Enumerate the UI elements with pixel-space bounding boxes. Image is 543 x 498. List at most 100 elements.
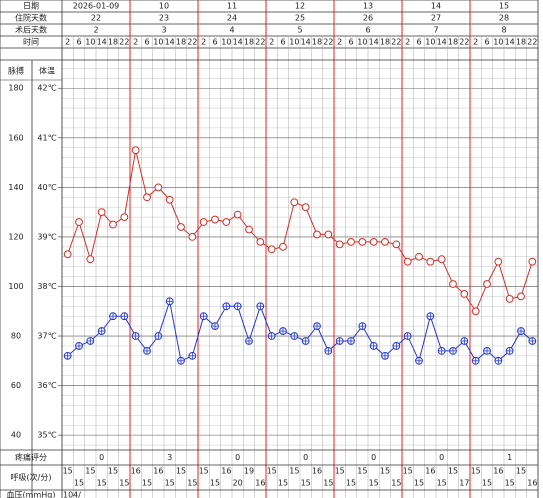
respiration: 15 xyxy=(482,479,492,488)
respiration: 16 xyxy=(131,467,141,476)
time-label: 10 xyxy=(425,38,435,47)
time-label: 18 xyxy=(516,38,526,47)
data-point xyxy=(381,237,389,246)
header-cell: 12 xyxy=(295,2,305,11)
time-label: 10 xyxy=(221,38,231,47)
time-label: 2 xyxy=(337,38,342,47)
data-point xyxy=(109,220,117,229)
pain-score: 0 xyxy=(371,453,376,462)
data-point xyxy=(517,292,525,301)
time-label: 22 xyxy=(391,38,401,47)
header-cell: 3 xyxy=(161,26,166,35)
data-point xyxy=(301,203,310,212)
respiration: 16 xyxy=(493,467,503,476)
respiration: 16 xyxy=(153,467,163,476)
respiration: 15 xyxy=(335,467,345,476)
y2-tick-label: 35℃ xyxy=(37,431,56,440)
y-tick-label: 160 xyxy=(8,133,23,142)
data-point xyxy=(290,198,299,207)
respiration: 15 xyxy=(267,467,277,476)
respiration: 15 xyxy=(187,479,197,488)
respiration: 15 xyxy=(199,467,209,476)
time-label: 6 xyxy=(416,38,421,47)
y-tick-label: 100 xyxy=(8,282,23,291)
respiration: 15 xyxy=(210,479,220,488)
data-point xyxy=(199,218,208,226)
pain-score: 3 xyxy=(167,453,172,462)
header-cell: 5 xyxy=(297,26,302,35)
time-label: 22 xyxy=(255,38,265,47)
y-tick-label: 120 xyxy=(8,232,23,241)
data-point xyxy=(211,215,219,224)
time-label: 18 xyxy=(244,38,254,47)
respiration: 16 xyxy=(255,479,265,488)
y2-tick-label: 36℃ xyxy=(37,381,56,390)
header-cell: 11 xyxy=(227,2,237,11)
data-point xyxy=(415,252,423,261)
respiration: 15 xyxy=(63,467,73,476)
respiration: 15 xyxy=(391,479,401,488)
header-cell: 8 xyxy=(501,26,506,35)
time-label: 14 xyxy=(437,38,447,47)
row-label: 呼吸(次/分) xyxy=(11,472,52,482)
respiration: 15 xyxy=(165,479,175,488)
header-cell: 6 xyxy=(365,26,370,35)
time-label: 10 xyxy=(493,38,503,47)
row-label: 时间 xyxy=(23,37,39,47)
data-point xyxy=(131,146,140,155)
respiration: 15 xyxy=(437,479,447,488)
time-label: 14 xyxy=(301,38,311,47)
time-label: 18 xyxy=(176,38,186,47)
respiration: 15 xyxy=(176,467,186,476)
time-label: 10 xyxy=(153,38,163,47)
y-axis-label: 脉搏 xyxy=(8,66,24,76)
time-label: 22 xyxy=(323,38,333,47)
pain-score: 0 xyxy=(303,453,308,462)
data-point xyxy=(267,245,276,254)
respiration: 15 xyxy=(97,479,107,488)
data-point xyxy=(437,255,446,264)
time-label: 22 xyxy=(527,38,537,47)
time-label: 6 xyxy=(212,38,217,47)
pain-score: 0 xyxy=(235,453,240,462)
time-label: 14 xyxy=(233,38,243,47)
respiration: 17 xyxy=(459,479,469,488)
respiration: 15 xyxy=(414,479,424,488)
data-point xyxy=(449,280,457,288)
header-cell: 13 xyxy=(363,2,373,11)
data-point xyxy=(233,210,242,219)
row-label: 血压(mmHg) xyxy=(7,490,56,498)
y2-tick-label: 40℃ xyxy=(37,183,56,192)
data-point xyxy=(154,183,163,192)
y2-tick-label: 42℃ xyxy=(37,84,56,93)
time-label: 2 xyxy=(65,38,70,47)
data-point xyxy=(143,193,151,202)
data-point xyxy=(358,237,367,246)
header-cell: 23 xyxy=(159,14,169,23)
data-point xyxy=(165,195,174,204)
blood-pressure: 104/ xyxy=(63,491,81,498)
time-label: 14 xyxy=(165,38,175,47)
respiration: 15 xyxy=(357,467,367,476)
time-label: 18 xyxy=(448,38,458,47)
time-label: 22 xyxy=(119,38,129,47)
y2-axis-label: 体温 xyxy=(39,66,55,76)
data-point xyxy=(86,255,95,264)
respiration: 16 xyxy=(312,467,322,476)
pain-score: 0 xyxy=(99,453,104,462)
data-point xyxy=(471,307,480,316)
time-label: 6 xyxy=(484,38,489,47)
time-label: 2 xyxy=(269,38,274,47)
time-label: 2 xyxy=(473,38,478,47)
respiration: 15 xyxy=(403,467,413,476)
respiration: 15 xyxy=(516,467,526,476)
data-point xyxy=(528,257,537,266)
y2-tick-label: 41℃ xyxy=(37,133,56,142)
pain-score: 1 xyxy=(507,453,512,462)
header-cell: 28 xyxy=(499,14,509,23)
data-point xyxy=(120,213,129,221)
header-cell: 15 xyxy=(499,2,509,11)
respiration: 15 xyxy=(289,467,299,476)
respiration: 15 xyxy=(119,479,129,488)
data-point xyxy=(97,208,106,217)
